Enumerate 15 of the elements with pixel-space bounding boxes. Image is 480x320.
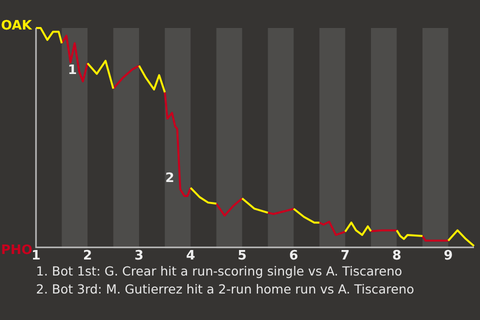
- text: PHO: [1, 242, 32, 258]
- x-tick-label: 7: [340, 248, 350, 264]
- x-tick-label: 5: [238, 248, 247, 264]
- text: 1. Bot 1st: G. Crear hit a run-scoring single vs A. Tiscareno: [36, 264, 402, 279]
- text: 2. Bot 3rd: M. Gutierrez hit a 2-run home run vs A. Tiscareno: [36, 282, 414, 297]
- x-tick-label: 3: [134, 248, 144, 264]
- annotation: 1: [68, 63, 77, 78]
- x-tick-label: 4: [186, 248, 196, 264]
- x-tick-label: 9: [444, 248, 453, 264]
- x-tick-label: 2: [83, 248, 92, 264]
- series-label: OAK: [1, 18, 33, 34]
- x-tick-label: 1: [31, 248, 41, 264]
- x-tick-label: 6: [289, 248, 298, 264]
- x-tick-label: 8: [392, 248, 402, 264]
- annotation: 2: [165, 171, 174, 186]
